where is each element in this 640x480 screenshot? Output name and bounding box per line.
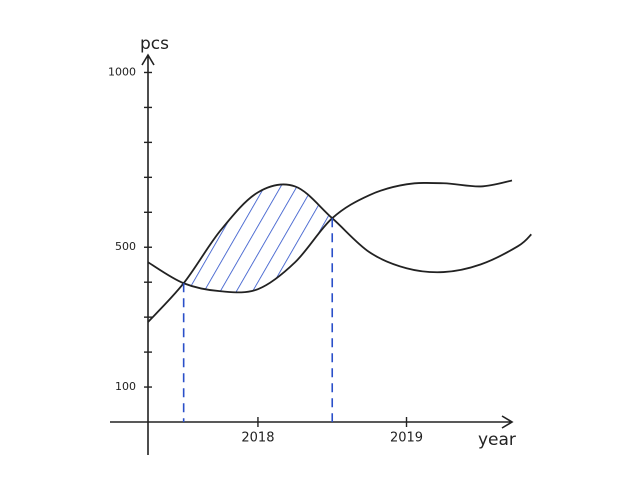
y-tick-label: 500 [115,240,136,253]
y-tick-label: 100 [115,380,136,393]
x-axis [110,415,514,429]
y-axis [141,53,155,455]
x-tick-label: 2019 [390,431,423,446]
x-tick-label: 2018 [241,431,274,446]
y-tick-label: 1000 [108,65,136,78]
hatched-area [183,184,333,293]
x-axis-label: year [478,430,516,450]
y-axis-label: pcs [140,34,169,54]
series-line [147,183,532,323]
